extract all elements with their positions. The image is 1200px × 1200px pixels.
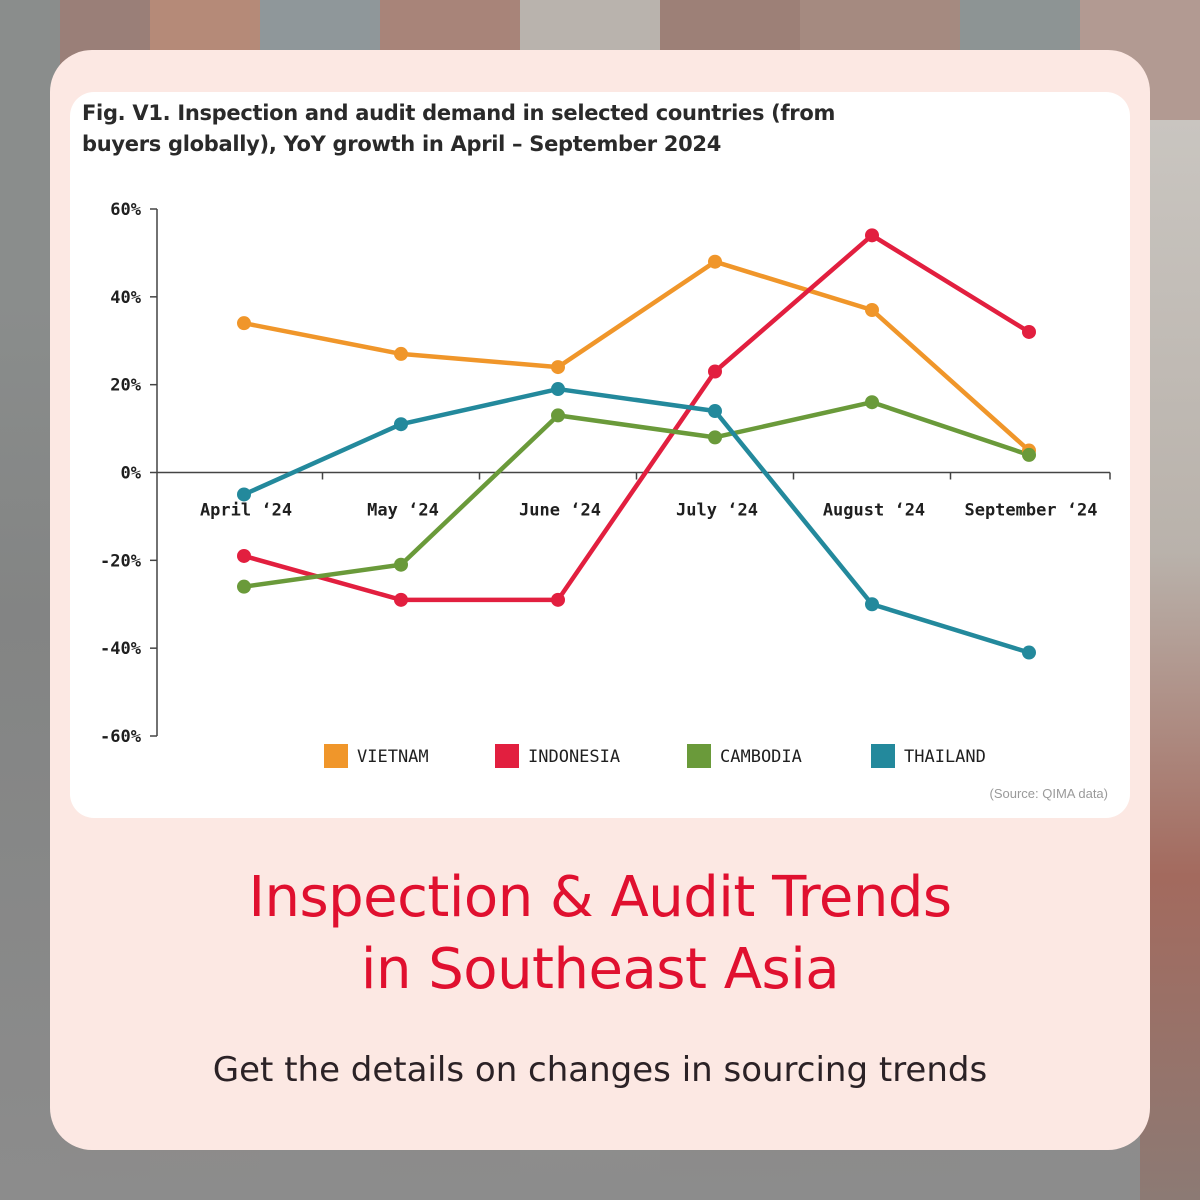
data-point-thailand bbox=[865, 597, 879, 612]
headline: Inspection & Audit Trends in Southeast A… bbox=[60, 862, 1140, 1006]
y-tick-label: 0% bbox=[121, 464, 142, 484]
legend-swatch-cambodia bbox=[687, 744, 711, 768]
legend-label-indonesia: INDONESIA bbox=[528, 747, 620, 767]
headline-line-1: Inspection & Audit Trends bbox=[248, 865, 952, 930]
series-line-indonesia bbox=[241, 233, 1032, 603]
legend-swatch-vietnam bbox=[324, 744, 348, 768]
data-point-thailand bbox=[551, 382, 565, 397]
x-tick-label: April ‘24 bbox=[200, 501, 292, 521]
data-point-indonesia bbox=[708, 364, 722, 379]
x-tick-label: August ‘24 bbox=[823, 501, 925, 521]
y-tick-label: -40% bbox=[100, 639, 142, 659]
legend-label-vietnam: VIETNAM bbox=[357, 747, 429, 767]
background-containers bbox=[1140, 120, 1200, 1200]
legend-swatch-thailand bbox=[871, 744, 895, 768]
data-point-indonesia bbox=[551, 592, 565, 607]
data-point-indonesia bbox=[1022, 324, 1036, 339]
y-tick-label: 60% bbox=[110, 200, 141, 220]
data-point-cambodia bbox=[394, 557, 408, 572]
legend-label-cambodia: CAMBODIA bbox=[720, 747, 802, 767]
data-point-indonesia bbox=[394, 592, 408, 607]
subheadline: Get the details on changes in sourcing t… bbox=[212, 1050, 988, 1090]
legend-label-thailand: THAILAND bbox=[904, 747, 986, 767]
data-point-vietnam bbox=[708, 254, 722, 269]
data-point-vietnam bbox=[865, 303, 879, 318]
data-point-thailand bbox=[394, 417, 408, 432]
chart-axes: 60% 40% 20% 0% -20% -40% -60% April ‘24 May ‘24 J… bbox=[100, 200, 1111, 747]
series-line-vietnam bbox=[241, 259, 1032, 453]
chart-series bbox=[237, 228, 1036, 660]
data-point-cambodia bbox=[237, 579, 251, 594]
data-point-indonesia bbox=[237, 548, 251, 563]
x-tick-label: June ‘24 bbox=[519, 501, 601, 521]
x-tick-label: July ‘24 bbox=[676, 501, 758, 521]
y-tick-label: 40% bbox=[110, 288, 141, 308]
y-tick-label: -60% bbox=[100, 727, 142, 747]
series-line-cambodia bbox=[241, 399, 1032, 589]
x-tick-label: September ‘24 bbox=[964, 501, 1097, 521]
data-point-cambodia bbox=[708, 430, 722, 445]
data-point-thailand bbox=[237, 487, 251, 502]
x-tick-label: May ‘24 bbox=[367, 501, 439, 521]
data-point-vietnam bbox=[551, 360, 565, 375]
series-line-thailand bbox=[241, 386, 1032, 655]
chart-panel bbox=[70, 92, 1130, 818]
y-tick-label: -20% bbox=[100, 551, 142, 571]
data-point-cambodia bbox=[865, 395, 879, 410]
source-note: (Source: QIMA data) bbox=[989, 786, 1109, 801]
data-point-indonesia bbox=[865, 228, 879, 243]
data-point-thailand bbox=[1022, 645, 1036, 660]
y-tick-label: 20% bbox=[110, 376, 141, 396]
data-point-cambodia bbox=[1022, 447, 1036, 462]
legend-swatch-indonesia bbox=[495, 744, 519, 768]
data-point-vietnam bbox=[394, 346, 408, 361]
chart-legend: VIETNAM INDONESIA CAMBODIA THAILAND bbox=[324, 744, 986, 768]
chart-title: Fig. V1. Inspection and audit demand in … bbox=[82, 101, 836, 156]
headline-line-2: in Southeast Asia bbox=[360, 937, 840, 1002]
data-point-thailand bbox=[708, 404, 722, 419]
data-point-cambodia bbox=[551, 408, 565, 423]
data-point-vietnam bbox=[237, 316, 251, 331]
